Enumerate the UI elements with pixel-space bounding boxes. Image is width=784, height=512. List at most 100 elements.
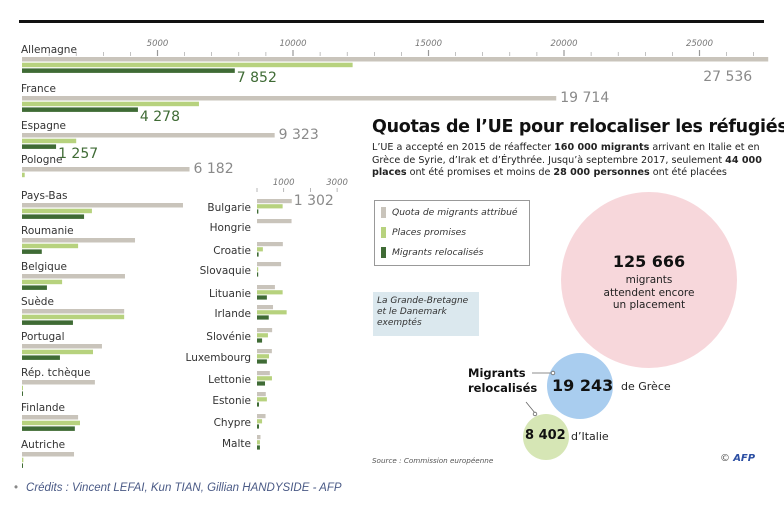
greece-value: 19 243 [552, 376, 614, 395]
desc-text: ont été promises et moins de [406, 167, 554, 178]
bar-promised [257, 419, 263, 424]
bar-relocated [257, 359, 267, 364]
bar-promised [22, 138, 77, 144]
small-chart-axis: 1000 3000 [256, 178, 348, 192]
waiting-bubble-text: 125 666 migrants attendent encore un pla… [575, 252, 723, 312]
source-note: Source : Commission européenne [372, 456, 494, 465]
bar-relocated [22, 107, 138, 112]
relocated-label-2: relocalisés [468, 381, 538, 395]
bar-promised [22, 349, 94, 355]
data-label: 7 852 [237, 70, 277, 86]
bar-relocated [257, 315, 269, 320]
bar-relocated [257, 445, 260, 450]
bar-relocated [22, 249, 42, 254]
bar-relocated [22, 426, 75, 431]
data-label: 9 323 [279, 127, 319, 143]
axis-tick-label: 15000 [415, 39, 442, 49]
bar-promised [22, 314, 125, 320]
bar-quota [257, 285, 275, 290]
bar-promised [22, 385, 23, 391]
data-label: 1 257 [58, 146, 98, 162]
bar-promised [257, 440, 260, 445]
country-label: Croatie [213, 245, 251, 257]
axis-tick-label: 1000 [273, 178, 295, 188]
bar-relocated [257, 209, 259, 214]
bar-relocated [257, 272, 259, 277]
bullet-icon: • [14, 482, 19, 494]
country-label: Hongrie [210, 222, 251, 234]
copyright-symbol: © [720, 453, 730, 464]
bar-quota [257, 371, 270, 376]
desc-emphasis: 28 000 personnes [553, 167, 650, 178]
italy-label: d’Italie [571, 430, 609, 443]
italy-bubble [523, 414, 569, 460]
bar-relocated [22, 463, 23, 468]
bar-quota [257, 242, 283, 247]
infographic-description: L’UE a accepté en 2015 de réaffecter 160… [372, 142, 767, 180]
bar-quota [22, 133, 275, 138]
bar-quota [257, 414, 266, 419]
bar-quota [257, 392, 266, 397]
small-chart-bars: Bulgarie Hongrie Croatie Slovaquie Lituanie I… [186, 193, 334, 450]
waiting-label-2: attendent encore [603, 286, 695, 299]
main-chart-bars: Allemagne France Espagne Pologne Pays-Bas Rou… [21, 44, 769, 468]
bar-promised [257, 204, 283, 209]
bar-relocated [257, 295, 267, 300]
bar-relocated [257, 402, 260, 407]
desc-emphasis: 44 000 places [372, 154, 762, 179]
bar-promised [22, 172, 25, 178]
country-label: Autriche [21, 439, 65, 451]
photo-credits: • Crédits : Vincent LEFAI, Kun TIAN, Gill… [14, 482, 342, 494]
desc-emphasis: 160 000 migrants [554, 142, 650, 153]
bar-relocated [257, 338, 263, 343]
credits-text: Crédits : Vincent LEFAI, Kun TIAN, Gilli… [26, 482, 342, 494]
bar-quota [22, 415, 79, 420]
bar-quota [257, 349, 272, 354]
bar-relocated [257, 424, 260, 429]
desc-text: ont été placées [649, 167, 727, 178]
bar-promised [257, 397, 267, 402]
bar-quota [22, 57, 769, 62]
bar-relocated [22, 68, 235, 73]
country-label: Lettonie [208, 374, 251, 386]
afp-copyright: © AFP [720, 453, 755, 464]
greece-bubble [547, 353, 613, 419]
axis-tick-label: 10000 [279, 39, 306, 49]
greece-label: de Grèce [621, 380, 671, 393]
legend-swatch-promised [381, 227, 386, 238]
country-label: Suède [21, 296, 54, 308]
country-label: Bulgarie [207, 202, 251, 214]
bar-promised [257, 267, 259, 272]
bar-promised [22, 62, 353, 68]
bar-quota [22, 274, 125, 279]
country-label: Slovaquie [200, 265, 251, 277]
country-label: Estonie [212, 395, 251, 407]
bar-quota [22, 96, 557, 101]
axis-tick-label: 20000 [550, 39, 577, 49]
bar-quota [257, 219, 292, 224]
country-label: Roumanie [21, 225, 74, 237]
bar-quota [22, 167, 190, 172]
afp-logo: AFP [733, 453, 756, 464]
bar-quota [257, 199, 292, 204]
exempt-note: La Grande-Bretagne et le Danemark exempt… [373, 292, 479, 336]
axis-tick-label: 25000 [686, 39, 713, 49]
axis-tick-label: 5000 [147, 39, 169, 49]
bar-quota [257, 305, 274, 310]
country-label: Belgique [21, 261, 67, 273]
country-label: Lituanie [209, 288, 251, 300]
bar-promised [257, 247, 263, 252]
country-label: Chypre [214, 417, 251, 429]
infographic-title: Quotas de l’UE pour relocaliser les réfu… [372, 117, 784, 137]
relocation-bubbles [523, 192, 737, 460]
waiting-label-1: migrants [625, 274, 673, 286]
bar-quota [22, 344, 102, 349]
bar-relocated [22, 214, 85, 219]
bar-promised [257, 290, 283, 295]
bar-relocated [22, 355, 60, 360]
bar-promised [257, 354, 270, 359]
bar-promised [257, 376, 272, 381]
waiting-value: 125 666 [612, 252, 686, 271]
country-label: Allemagne [21, 44, 77, 56]
